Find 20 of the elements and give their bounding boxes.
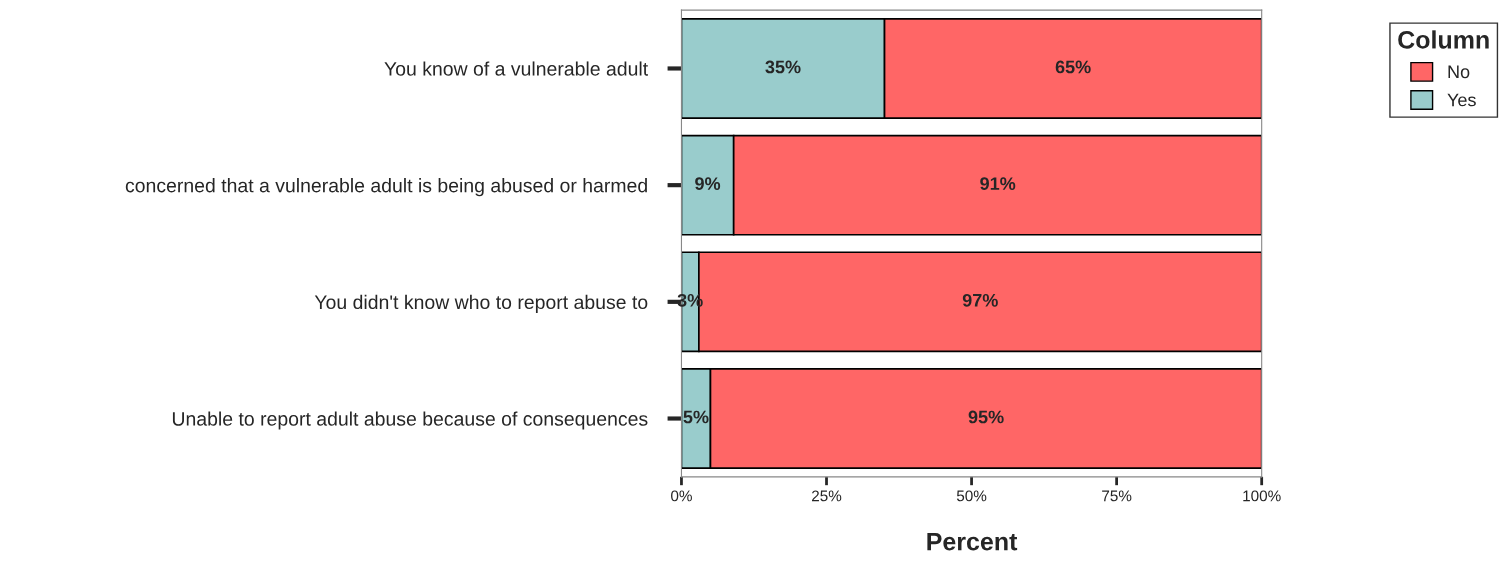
data-label: 97% xyxy=(962,293,998,307)
x-tick-label: 50% xyxy=(956,490,987,502)
y-tick-label: concerned that a vulnerable adult is being abused or harmed xyxy=(125,178,647,197)
data-label: 9% xyxy=(695,177,721,190)
legend-label: No xyxy=(1448,65,1470,79)
y-tick-label: You didn't know who to report abuse to xyxy=(314,294,648,313)
data-label: 65% xyxy=(1055,60,1091,74)
y-tick-label: Unable to report adult abuse because of consequences xyxy=(172,411,648,430)
x-axis-title: Percent xyxy=(927,532,1018,551)
x-tick-label: 100% xyxy=(1243,490,1281,502)
data-label: 5% xyxy=(683,410,709,424)
x-tick-label: 75% xyxy=(1102,490,1132,502)
data-label: 91% xyxy=(980,177,1016,190)
x-tick-label: 0% xyxy=(671,490,692,502)
x-tick-label: 25% xyxy=(812,490,842,502)
y-tick-label: You know of a vulnerable adult xyxy=(384,61,648,76)
legend-label: Yes xyxy=(1447,93,1476,107)
data-label: 35% xyxy=(765,60,801,74)
data-label: 95% xyxy=(968,410,1004,424)
legend-title: Column xyxy=(1398,30,1489,49)
